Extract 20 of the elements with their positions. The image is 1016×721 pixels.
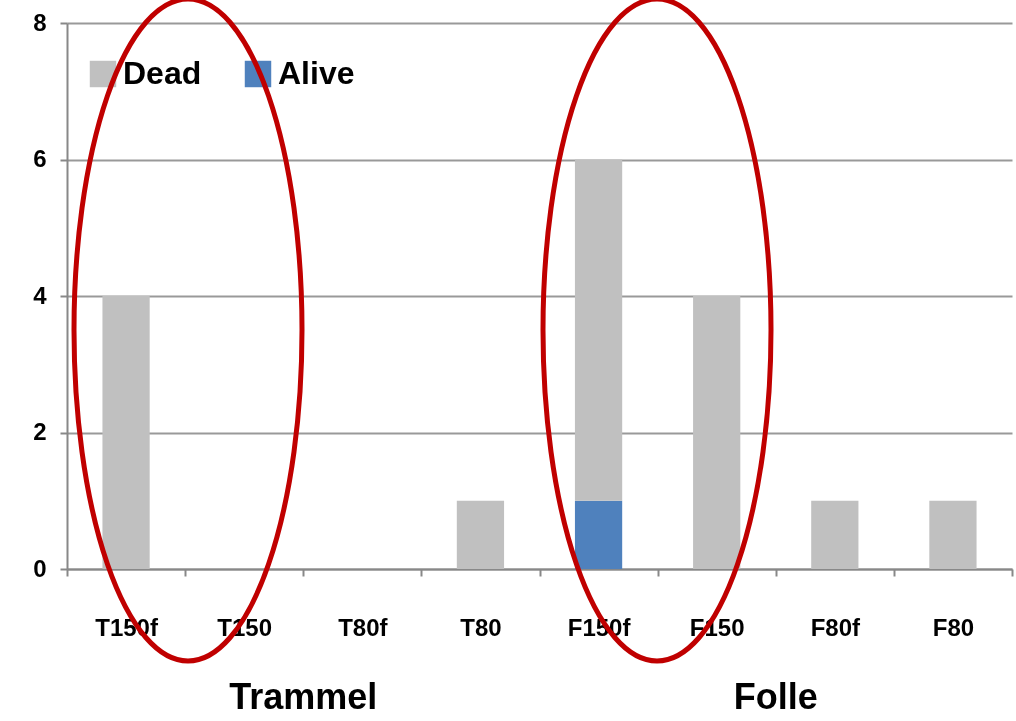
legend-label: Alive (278, 55, 355, 91)
x-tick-label: T80f (338, 613, 389, 641)
bar (693, 296, 741, 569)
text: Trammel (229, 676, 378, 718)
bar (811, 500, 859, 569)
bar (929, 500, 977, 569)
x-tick-label: T80 (460, 613, 502, 641)
bar (574, 159, 623, 501)
legend-label: Dead (123, 55, 202, 91)
bar (574, 500, 623, 569)
y-tick-label: 0 (33, 554, 47, 582)
y-tick-label: 4 (33, 281, 48, 309)
text: Folle (733, 676, 818, 718)
y-tick-label: 8 (33, 8, 47, 36)
x-tick-label: F80 (932, 613, 975, 641)
y-tick-label: 6 (33, 145, 47, 172)
y-tick-label: 2 (33, 418, 47, 445)
bar (456, 500, 505, 569)
bar (102, 296, 150, 569)
x-tick-label: F80f (810, 613, 861, 641)
